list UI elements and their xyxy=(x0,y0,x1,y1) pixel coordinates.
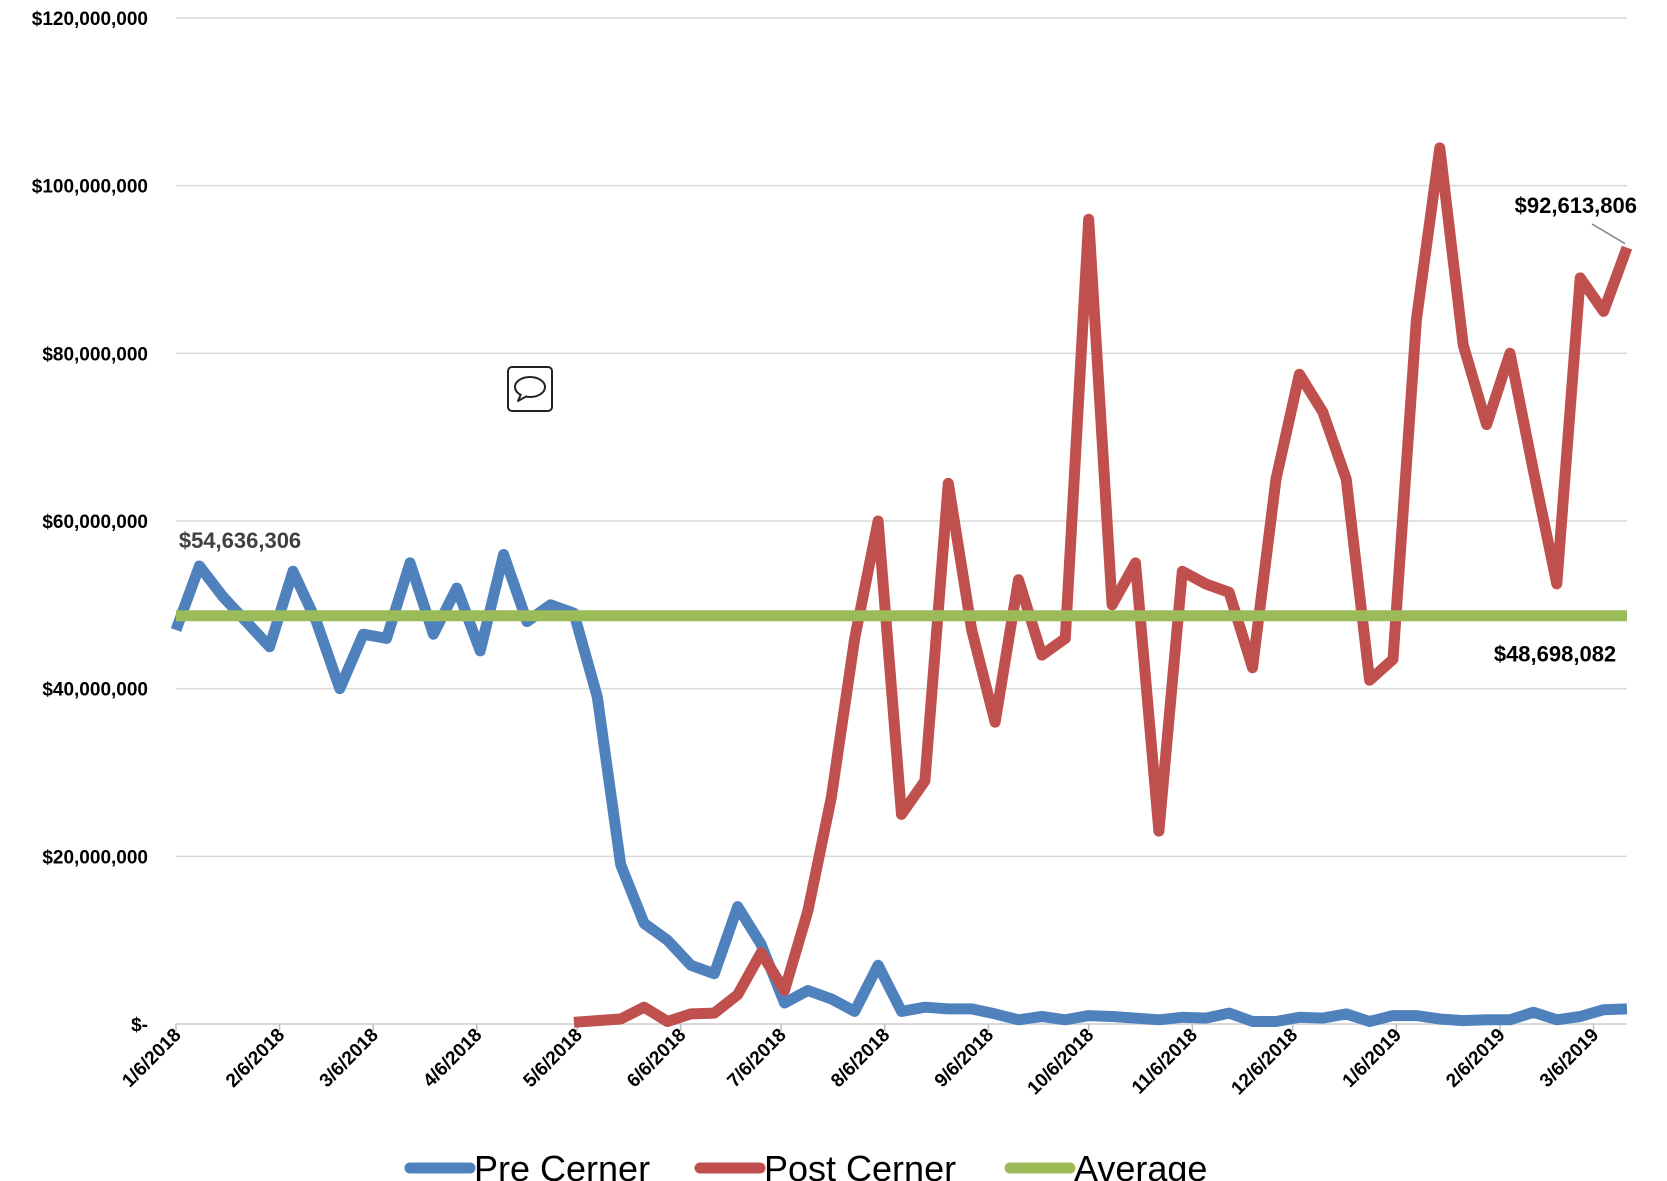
x-tick-label: 5/6/2018 xyxy=(520,1025,587,1092)
x-tick-label: 8/6/2018 xyxy=(827,1025,894,1092)
x-tick-label: 12/6/2018 xyxy=(1228,1025,1303,1100)
x-tick-label: 9/6/2018 xyxy=(931,1025,998,1092)
series-line-pre-cerner xyxy=(170,549,1628,1027)
data-label: $48,698,082 xyxy=(1494,642,1616,667)
legend-item-average: Average xyxy=(1004,1148,1207,1181)
series-line-post-cerner xyxy=(573,142,1633,1028)
x-tick-label: 6/6/2018 xyxy=(623,1025,690,1092)
legend-label: Pre Cerner xyxy=(474,1148,650,1181)
x-tick-label: 7/6/2018 xyxy=(724,1025,791,1092)
series-lines xyxy=(170,142,1633,1028)
x-tick-label: 11/6/2018 xyxy=(1128,1025,1202,1099)
y-tick-label: $20,000,000 xyxy=(42,847,148,868)
x-tick-label: 3/6/2019 xyxy=(1536,1025,1603,1092)
x-tick-label: 1/6/2019 xyxy=(1339,1025,1406,1092)
y-tick-label: $40,000,000 xyxy=(42,680,148,701)
grid-lines xyxy=(176,17,1627,858)
x-tick-label: 3/6/2018 xyxy=(316,1025,383,1092)
data-labels: $54,636,306 $92,613,806 $48,698,082 xyxy=(179,193,1637,667)
x-tick-label: 1/6/2018 xyxy=(118,1025,185,1092)
legend: Pre Cerner Post Cerner Average xyxy=(404,1148,1207,1181)
legend-label: Average xyxy=(1074,1148,1207,1181)
data-label: $54,636,306 xyxy=(179,528,301,553)
y-tick-label: $120,000,000 xyxy=(32,9,148,30)
comment-button[interactable] xyxy=(507,366,553,412)
legend-item-post-cerner: Post Cerner xyxy=(694,1148,956,1181)
x-tick-label: 2/6/2019 xyxy=(1442,1025,1509,1092)
legend-item-pre-cerner: Pre Cerner xyxy=(404,1148,650,1181)
y-tick-label: $- xyxy=(131,1015,148,1036)
y-tick-label: $80,000,000 xyxy=(42,344,148,365)
leader-line xyxy=(1591,223,1626,245)
y-tick-label: $60,000,000 xyxy=(42,512,148,533)
y-tick-label: $100,000,000 xyxy=(32,177,148,198)
y-axis: $- $20,000,000 $40,000,000 $60,000,000 $80,0… xyxy=(32,9,148,1036)
x-axis: 1/6/2018 2/6/2018 3/6/2018 4/6/2018 5/6/2018… xyxy=(118,1023,1627,1100)
data-label: $92,613,806 xyxy=(1515,193,1637,218)
x-tick-label: 2/6/2018 xyxy=(222,1025,289,1092)
x-tick-label: 4/6/2018 xyxy=(419,1025,486,1092)
legend-label: Post Cerner xyxy=(764,1148,956,1181)
x-tick-label: 10/6/2018 xyxy=(1024,1025,1099,1100)
speech-bubble-icon xyxy=(514,376,546,402)
